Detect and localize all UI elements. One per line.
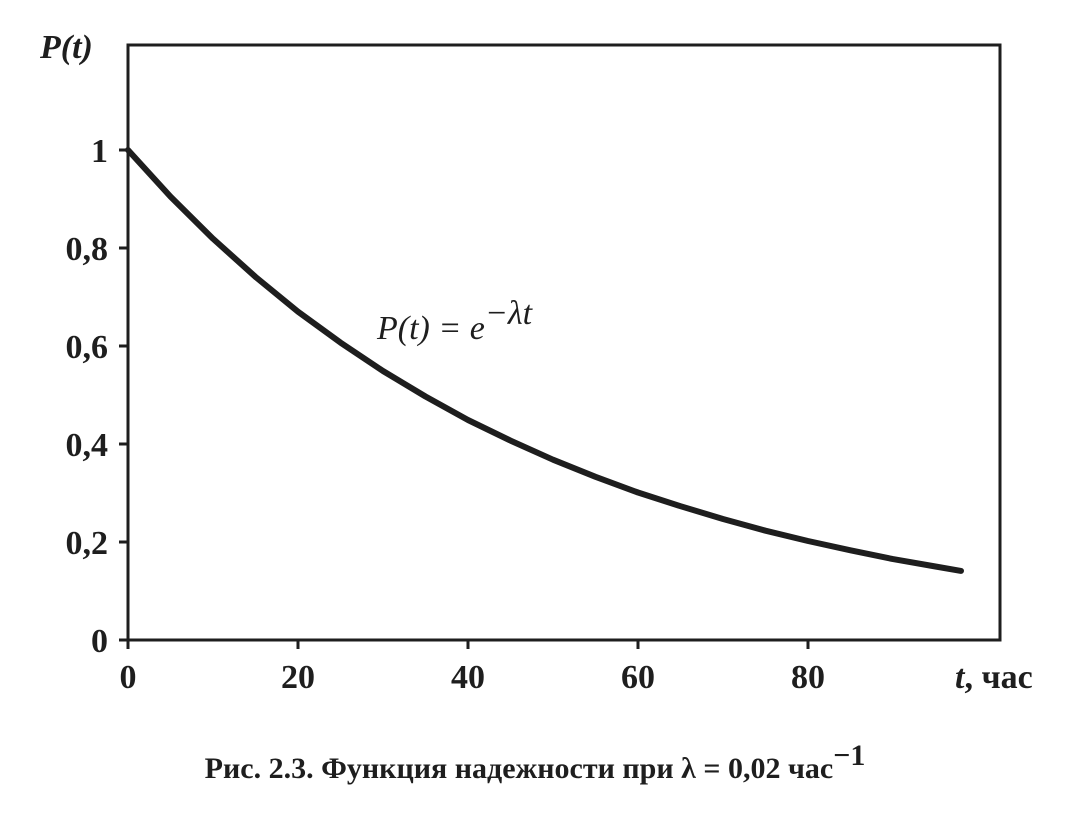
- y-tick-label: 1: [91, 133, 108, 170]
- formula-lhs: P(t) = e: [376, 310, 485, 347]
- y-axis-title: P(t): [39, 29, 93, 66]
- x-tick-label: 60: [621, 659, 655, 696]
- y-tick-label: 0: [91, 623, 108, 660]
- x-tick-label: 40: [451, 659, 485, 696]
- x-tick-label: 80: [791, 659, 825, 696]
- caption-text: Функция надежности при λ = 0,02 час: [321, 752, 833, 785]
- plot-frame: [126, 43, 1002, 642]
- caption-superscript: −1: [833, 739, 865, 772]
- formula-annotation: P(t) = e−λt: [376, 295, 534, 347]
- y-tick-label: 0,8: [66, 231, 109, 268]
- y-tick-label: 0,4: [66, 427, 109, 464]
- x-axis-title: t, час: [955, 659, 1033, 696]
- x-axis-unit: , час: [964, 659, 1032, 696]
- y-tick-label: 0,2: [66, 525, 109, 562]
- x-tick-label: 0: [120, 659, 137, 696]
- series-line-reliability: [125, 147, 964, 574]
- x-axis-variable: t: [955, 659, 966, 696]
- y-tick-label: 0,6: [66, 329, 109, 366]
- formula-exponent: −λt: [485, 295, 534, 332]
- figure-caption: Рис. 2.3. Функция надежности при λ = 0,0…: [205, 739, 866, 785]
- x-tick-label: 20: [281, 659, 315, 696]
- caption-prefix: Рис. 2.3.: [205, 752, 314, 785]
